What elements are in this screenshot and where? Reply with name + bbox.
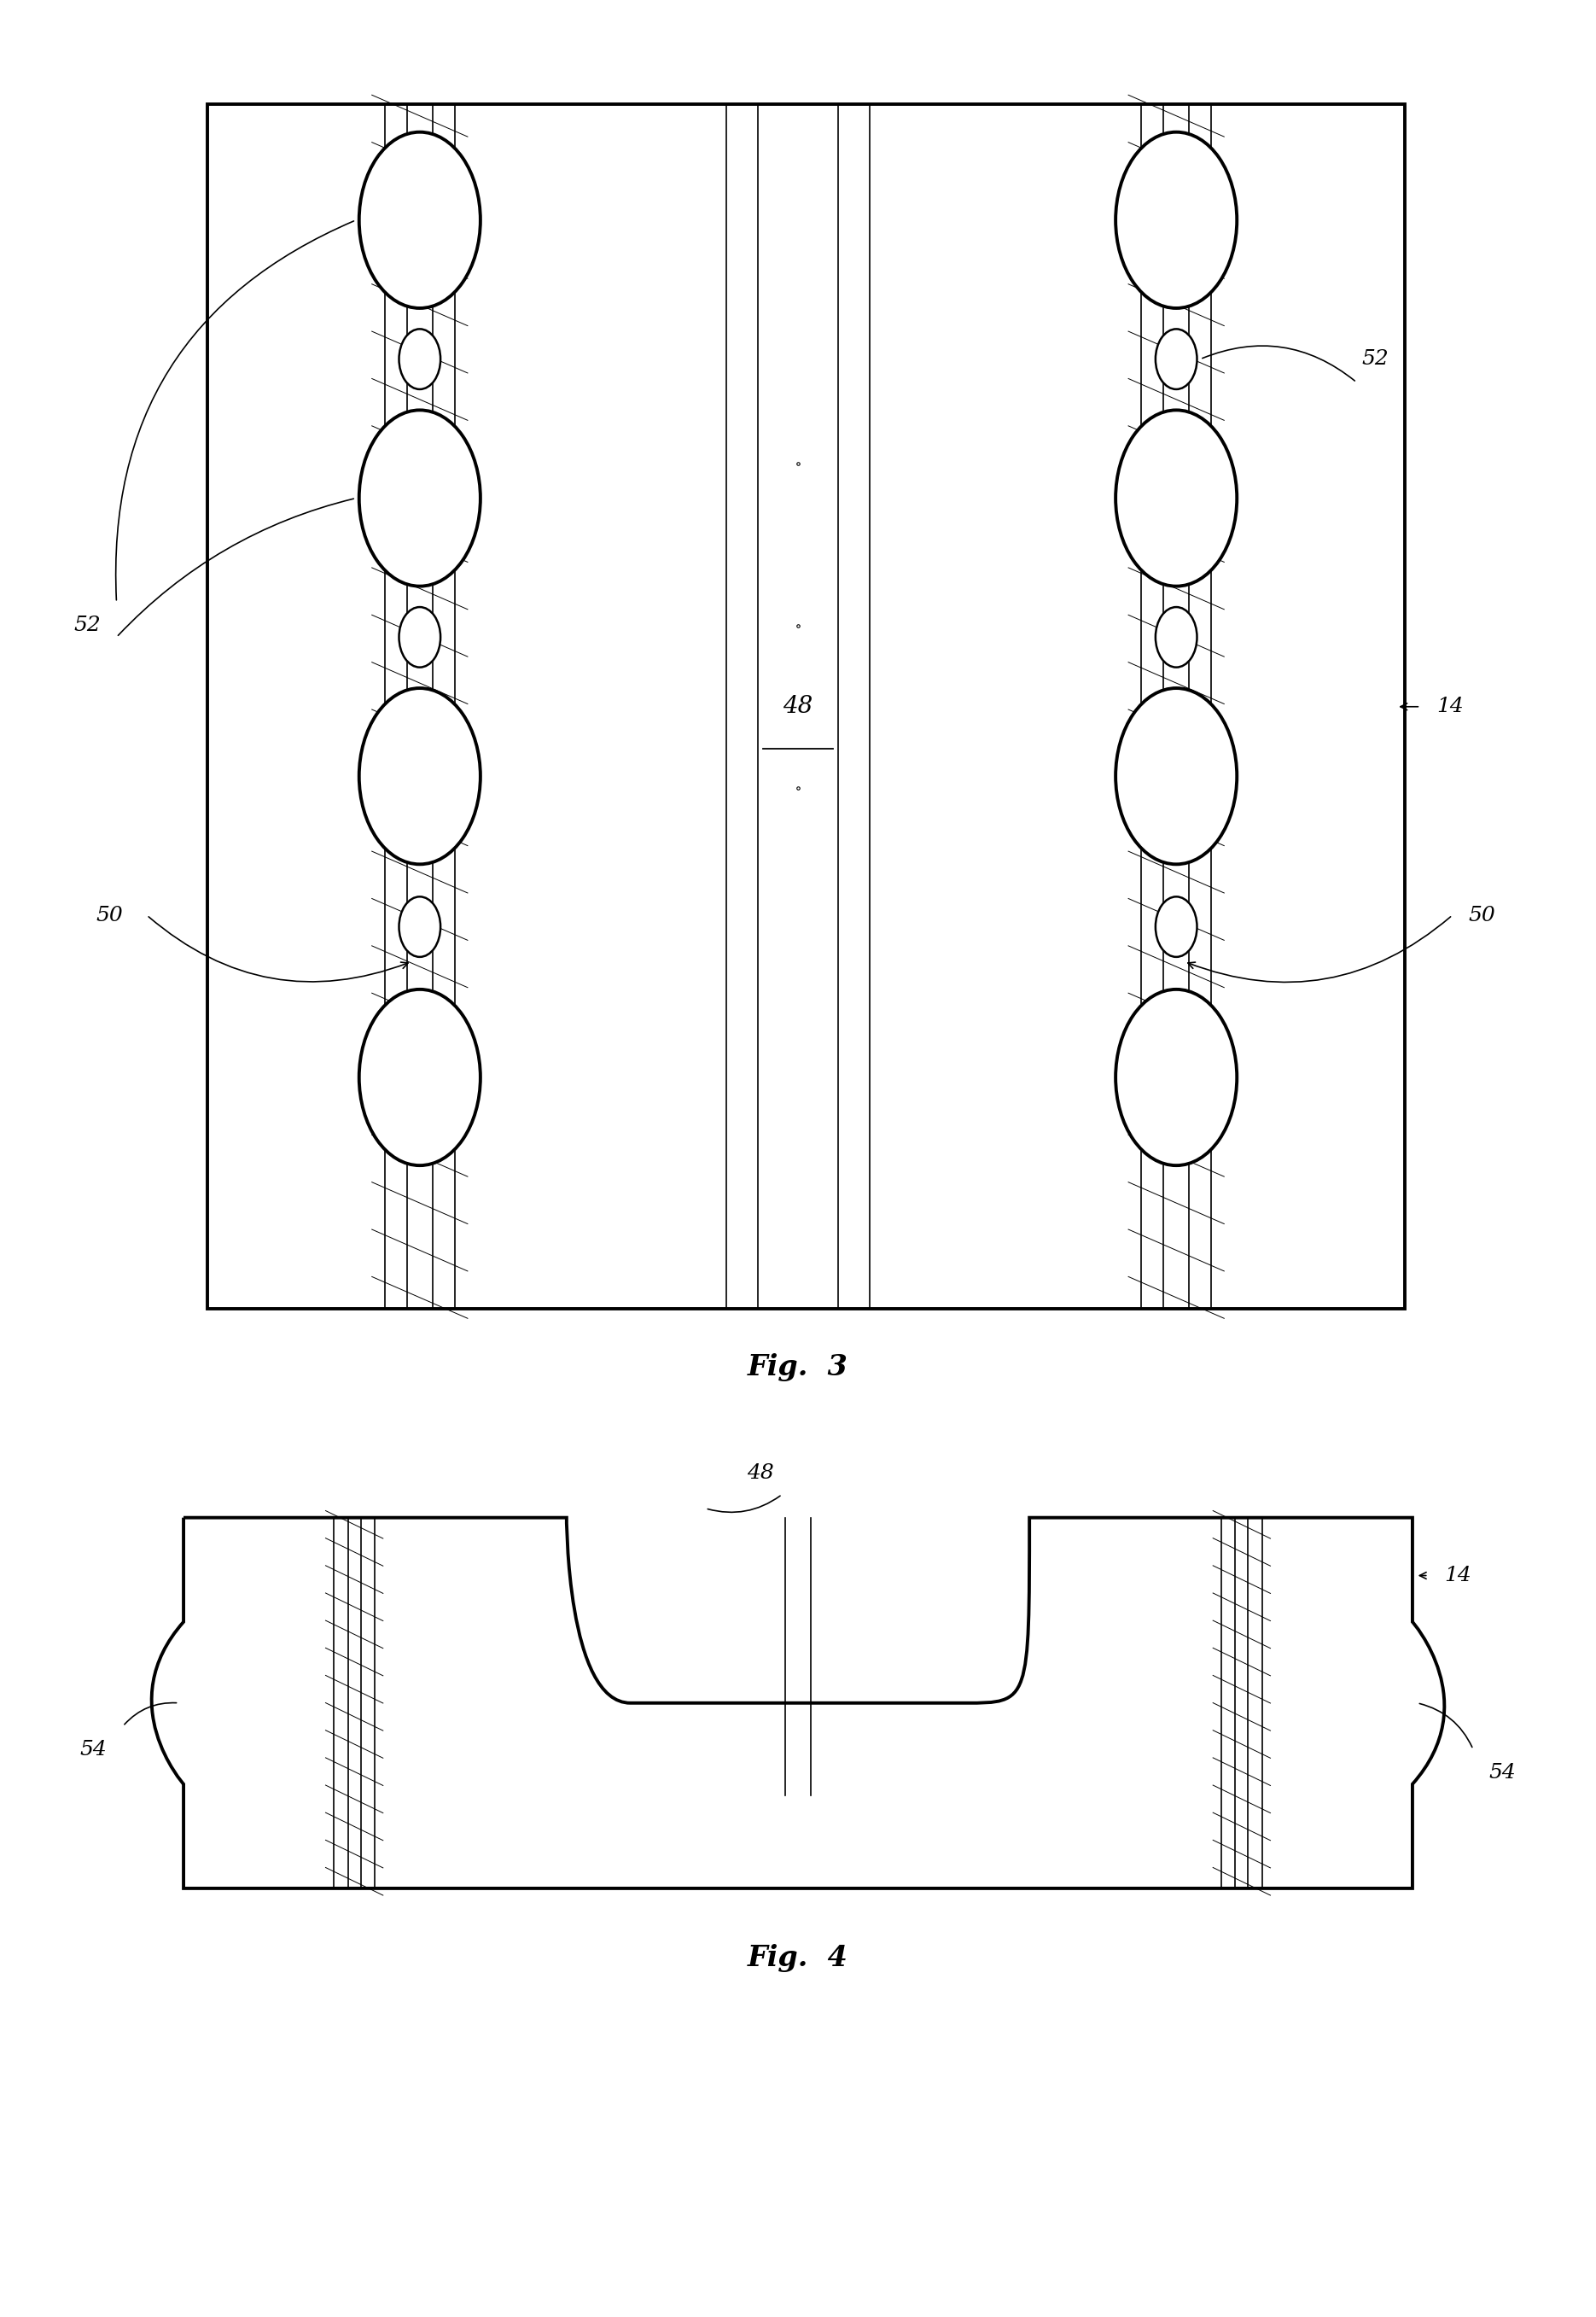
Circle shape [1156, 329, 1197, 389]
Circle shape [359, 989, 480, 1165]
Circle shape [399, 607, 440, 667]
Circle shape [359, 410, 480, 586]
Text: 14: 14 [1444, 1566, 1472, 1585]
PathPatch shape [152, 1518, 1444, 1888]
Circle shape [1116, 688, 1237, 864]
Text: 54: 54 [80, 1740, 107, 1759]
Circle shape [399, 897, 440, 957]
Text: 52: 52 [1361, 350, 1389, 368]
Text: 48: 48 [747, 1464, 774, 1483]
Circle shape [1116, 132, 1237, 308]
Circle shape [399, 329, 440, 389]
Text: Fig.  3: Fig. 3 [747, 1353, 849, 1381]
Circle shape [1156, 897, 1197, 957]
Bar [207, 104, 1404, 1309]
Circle shape [1156, 607, 1197, 667]
Text: 52: 52 [73, 616, 101, 635]
Text: Fig.  4: Fig. 4 [747, 1944, 849, 1972]
Text: 48: 48 [784, 695, 812, 718]
Circle shape [359, 688, 480, 864]
Circle shape [1116, 989, 1237, 1165]
Text: 14: 14 [1436, 697, 1464, 716]
Circle shape [1116, 410, 1237, 586]
Text: 50: 50 [96, 906, 123, 924]
Text: 54: 54 [1489, 1763, 1516, 1782]
Text: 50: 50 [1468, 906, 1495, 924]
Circle shape [359, 132, 480, 308]
